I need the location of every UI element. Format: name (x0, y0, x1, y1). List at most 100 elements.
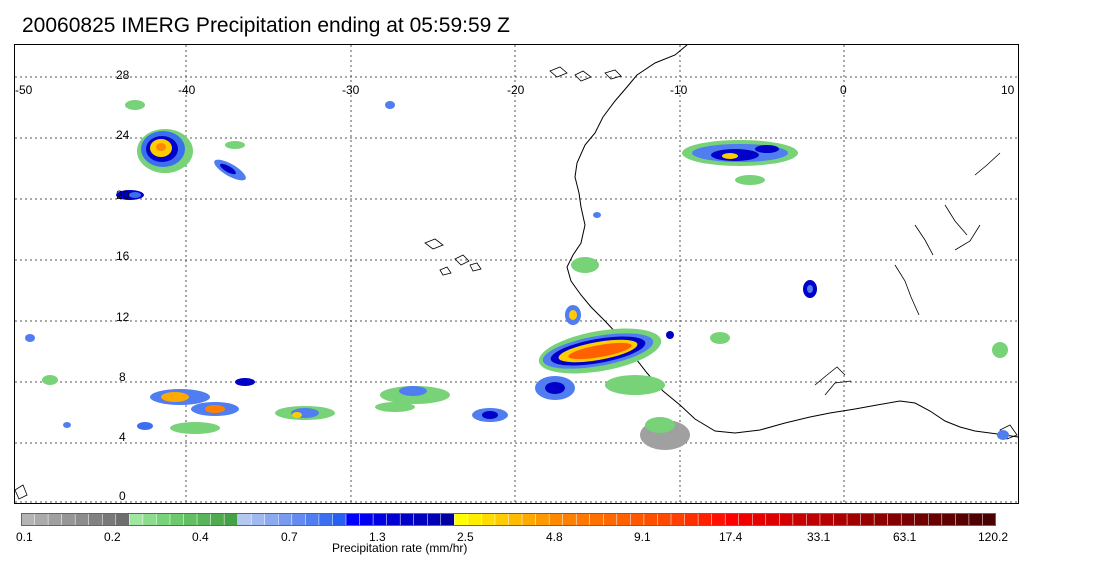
lon-label: -20 (507, 83, 525, 97)
colorbar-swatch (359, 513, 374, 527)
colorbar-swatch (670, 513, 686, 527)
colorbar-swatch (643, 513, 659, 527)
colorbar-tick: 0.7 (281, 530, 298, 544)
colorbar-swatch (928, 513, 943, 527)
colorbar-swatch (318, 513, 334, 527)
colorbar-swatch (955, 513, 970, 527)
colorbar-swatch (278, 513, 293, 527)
colorbar-tick: 63.1 (893, 530, 917, 544)
colorbar-swatch (860, 513, 875, 527)
colorbar-swatch (291, 513, 306, 527)
colorbar-tick: 2.5 (457, 530, 474, 544)
lat-label: 16 (116, 249, 130, 263)
colorbar-swatch (630, 513, 645, 527)
lon-label: -40 (178, 83, 196, 97)
lon-label: -30 (342, 83, 360, 97)
colorbar-swatch (589, 513, 604, 527)
lat-label: 4 (119, 430, 126, 444)
colorbar-swatch (413, 513, 428, 527)
colorbar-tick: 120.2 (978, 530, 1009, 544)
colorbar-tick: 1.3 (369, 530, 386, 544)
colorbar-swatch (873, 513, 889, 527)
colorbar-swatch (846, 513, 862, 527)
colorbar-swatch (494, 513, 510, 527)
colorbar-swatch (982, 513, 996, 527)
colorbar-swatch (372, 513, 388, 527)
colorbar-swatch (467, 513, 482, 527)
colorbar-swatch (223, 513, 239, 527)
colorbar-swatch (900, 513, 916, 527)
map-panel (14, 44, 1019, 504)
colorbar-title: Precipitation rate (mm/hr) (332, 541, 468, 555)
colorbar-swatch (88, 513, 103, 527)
lat-label: 24 (116, 128, 130, 142)
lat-label: 0 (119, 489, 126, 503)
colorbar-swatch (454, 513, 469, 527)
colorbar-swatch (616, 513, 631, 527)
colorbar-swatch (34, 513, 49, 527)
colorbar-swatch (21, 513, 36, 527)
colorbar-tick: 17.4 (719, 530, 743, 544)
colorbar-swatch (833, 513, 848, 527)
colorbar-swatch (697, 513, 713, 527)
colorbar-tick: 4.8 (546, 530, 563, 544)
colorbar-swatch (562, 513, 577, 527)
colorbar-swatch (603, 513, 618, 527)
colorbar-swatch (129, 513, 144, 527)
colorbar-swatch (481, 513, 496, 527)
colorbar-swatch (657, 513, 672, 527)
colorbar-swatch (724, 513, 740, 527)
lon-label: 10 (1001, 83, 1015, 97)
colorbar-swatch (427, 513, 442, 527)
colorbar-swatch (887, 513, 902, 527)
colorbar-swatch (332, 513, 347, 527)
colorbar-swatch (169, 513, 185, 527)
colorbar-swatch (521, 513, 537, 527)
colorbar-swatch (779, 513, 794, 527)
colorbar-swatch (399, 513, 415, 527)
colorbar-swatch (792, 513, 807, 527)
precipitation-map (15, 45, 1018, 503)
lon-label: -10 (670, 83, 688, 97)
colorbar-swatch (806, 513, 821, 527)
colorbar-tick: 33.1 (807, 530, 831, 544)
colorbar-swatch (738, 513, 753, 527)
colorbar-swatch (941, 513, 956, 527)
colorbar-swatch (196, 513, 212, 527)
colorbar-swatch (684, 513, 699, 527)
colorbar-tick: 0.4 (192, 530, 209, 544)
colorbar-swatch (386, 513, 401, 527)
colorbar-swatch (142, 513, 157, 527)
colorbar-swatch (210, 513, 225, 527)
colorbar-swatch (508, 513, 523, 527)
colorbar-tick: 9.1 (634, 530, 651, 544)
lat-label: 12 (116, 310, 130, 324)
colorbar-swatch (305, 513, 320, 527)
lon-label: -50 (15, 83, 33, 97)
colorbar-swatch (156, 513, 171, 527)
precipitation-fields (25, 100, 1009, 450)
lon-label: 0 (840, 83, 847, 97)
colorbar (21, 513, 996, 527)
colorbar-border (21, 513, 996, 526)
graticule (15, 45, 1018, 503)
colorbar-swatch (61, 513, 76, 527)
colorbar-swatch (535, 513, 550, 527)
colorbar-swatch (183, 513, 198, 527)
colorbar-swatch (264, 513, 279, 527)
colorbar-swatch (74, 513, 90, 527)
inland-river-lines (814, 152, 1001, 396)
colorbar-swatch (237, 513, 252, 527)
colorbar-swatch (752, 513, 767, 527)
colorbar-swatch (47, 513, 63, 527)
colorbar-swatch (968, 513, 984, 527)
colorbar-swatch (711, 513, 726, 527)
colorbar-swatch (765, 513, 780, 527)
lat-label: 20 (116, 188, 130, 202)
colorbar-tick: 0.2 (104, 530, 121, 544)
colorbar-swatch (440, 513, 455, 527)
colorbar-swatch (819, 513, 835, 527)
colorbar-swatch (250, 513, 266, 527)
map-title: 20060825 IMERG Precipitation ending at 0… (22, 14, 510, 37)
colorbar-swatch (102, 513, 117, 527)
